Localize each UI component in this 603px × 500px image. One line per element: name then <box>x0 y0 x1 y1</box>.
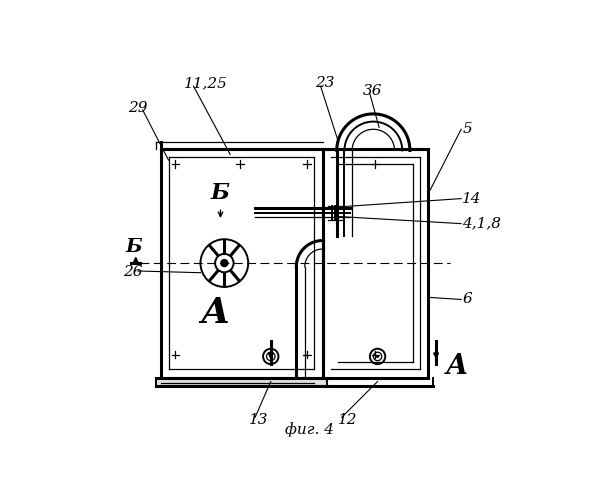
Polygon shape <box>156 378 327 386</box>
Text: 6: 6 <box>463 292 472 306</box>
Text: 36: 36 <box>363 84 382 98</box>
Text: А: А <box>200 296 229 330</box>
Text: фиг. 4: фиг. 4 <box>285 422 333 437</box>
Text: 23: 23 <box>315 76 334 90</box>
Text: 14: 14 <box>463 192 482 205</box>
Circle shape <box>376 355 379 358</box>
Text: 4,1,8: 4,1,8 <box>463 216 501 230</box>
Text: 12: 12 <box>338 413 358 427</box>
Text: А: А <box>446 352 469 380</box>
Circle shape <box>269 355 273 358</box>
Text: 26: 26 <box>124 265 143 279</box>
Text: 5: 5 <box>463 122 472 136</box>
Text: 13: 13 <box>250 413 269 427</box>
Circle shape <box>221 260 228 266</box>
Text: Б: Б <box>211 182 230 204</box>
Text: 29: 29 <box>128 101 148 115</box>
Text: Б: Б <box>125 238 142 256</box>
Text: 11,25: 11,25 <box>184 76 228 90</box>
